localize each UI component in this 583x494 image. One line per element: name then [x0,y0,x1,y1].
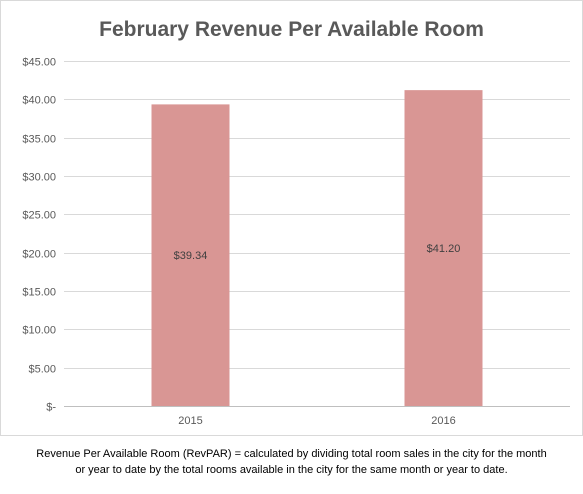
chart-frame [0,0,583,436]
caption-line-1: Revenue Per Available Room (RevPAR) = ca… [36,448,547,460]
y-tick-label: $45.00 [22,57,56,69]
data-label: $41.20 [427,243,461,255]
y-tick-label: $25.00 [22,210,56,222]
y-tick-label: $15.00 [22,287,56,299]
y-tick-label: $35.00 [22,134,56,146]
chart-title: February Revenue Per Available Room [99,18,484,41]
bar-chart: $- $5.00 $10.00 $15.00 $20.00 $25.00 $30.00 $35… [22,57,570,427]
chart-caption: Revenue Per Available Room (RevPAR) = ca… [10,446,573,478]
y-tick-label: $30.00 [22,172,56,184]
bar [151,104,230,406]
y-tick-label: $- [46,402,56,414]
y-tick-label: $40.00 [22,95,56,107]
y-tick-label: $5.00 [28,364,56,376]
bar [404,90,483,406]
x-tick-label: 2016 [431,415,455,427]
y-tick-label: $20.00 [22,249,56,261]
x-tick-label: 2015 [178,415,202,427]
y-tick-label: $10.00 [22,325,56,337]
caption-line-2: or year to date by the total rooms avail… [75,464,508,476]
data-label: $39.34 [174,250,208,262]
